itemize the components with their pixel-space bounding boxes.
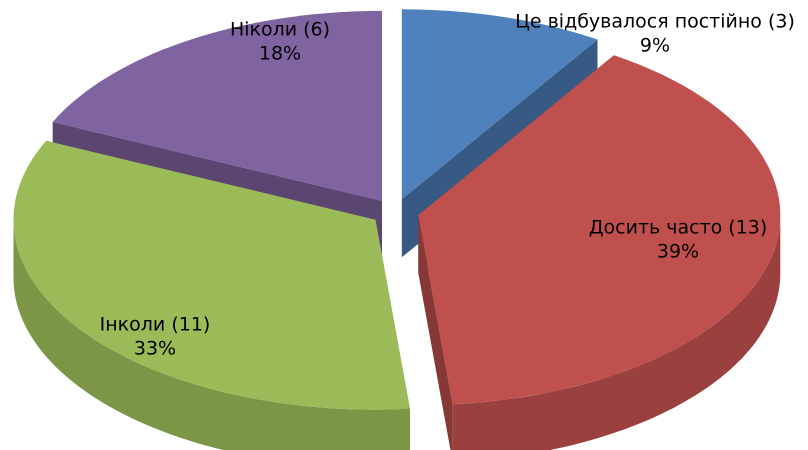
slice-percent: 33%: [134, 338, 176, 360]
slice-label: Ніколи (6): [230, 19, 330, 41]
slice-side: [418, 215, 453, 450]
slice-wall: [452, 215, 781, 450]
slice: [418, 55, 781, 405]
slice-label: Це відбувалося постійно (3): [515, 11, 795, 33]
slice-label: Інколи (11): [100, 314, 211, 336]
slice: [13, 140, 410, 410]
slice-percent: 18%: [259, 43, 301, 65]
slice-percent: 39%: [657, 241, 699, 263]
slice: [401, 9, 598, 200]
slice-label: Досить часто (13): [589, 217, 768, 239]
slice-percent: 9%: [640, 35, 670, 57]
slice: [52, 10, 382, 201]
slice-wall: [13, 219, 410, 450]
